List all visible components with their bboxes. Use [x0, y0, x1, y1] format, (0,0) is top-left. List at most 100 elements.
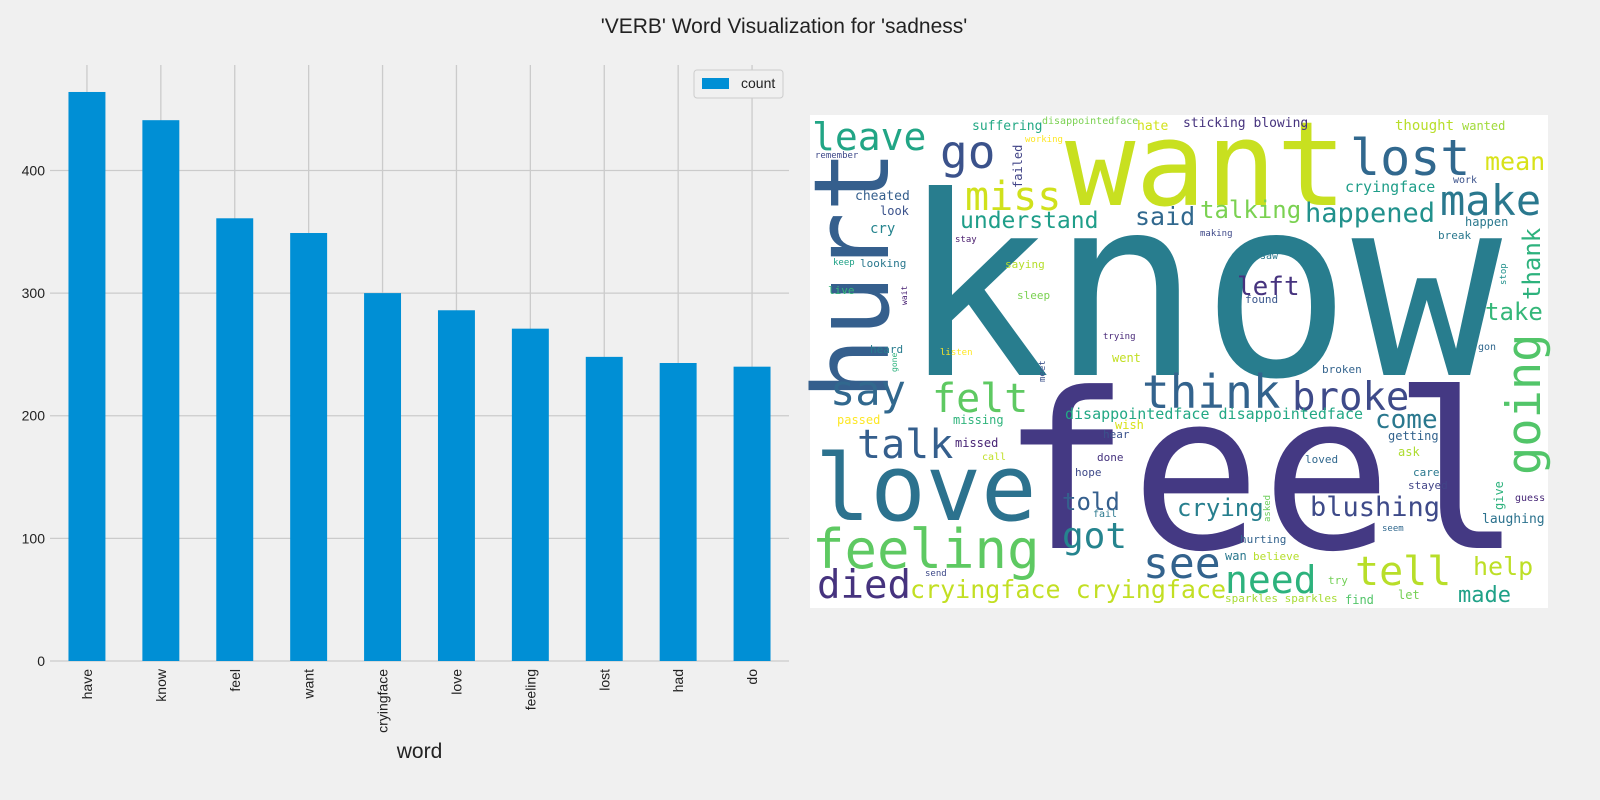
word: felt [932, 376, 1028, 422]
word: wait [900, 286, 909, 305]
x-tick-label: cryingface [375, 669, 391, 733]
word: making [1200, 229, 1233, 239]
word: find [1345, 593, 1374, 607]
word: come [1375, 405, 1438, 435]
word: keep [833, 258, 855, 268]
word: got [1062, 516, 1127, 557]
word: miss [965, 174, 1061, 220]
word: feeling [812, 518, 1040, 581]
word: going [1497, 334, 1552, 475]
word: looking [860, 257, 906, 270]
word: passed [837, 413, 880, 427]
word: hate [1137, 119, 1168, 134]
word: heard [870, 343, 903, 356]
x-tick-label: feel [227, 669, 243, 692]
word: getting [1388, 429, 1439, 443]
word: stayed [1408, 479, 1448, 492]
bar [364, 293, 402, 661]
word: guess [1515, 493, 1545, 504]
word: live [828, 284, 855, 297]
word: thank [1518, 227, 1546, 300]
word: understand [960, 208, 1098, 234]
word: happen [1465, 215, 1508, 229]
word: gone [890, 353, 899, 372]
bar [290, 233, 328, 661]
word: laughing [1482, 512, 1545, 527]
x-axis-label: word [396, 740, 443, 763]
word: saw [1260, 251, 1279, 262]
y-tick-label: 200 [22, 408, 46, 424]
bar [659, 363, 697, 661]
x-tick-label: have [79, 669, 95, 700]
word: said [1135, 202, 1195, 231]
word: broken [1322, 363, 1362, 376]
word: cryingface [1345, 178, 1435, 196]
word: talking [1200, 196, 1301, 224]
x-tick-label: love [448, 669, 464, 695]
x-tick-label: know [153, 668, 169, 702]
word: trying [1103, 332, 1136, 342]
word: gon [1478, 342, 1496, 353]
word: told [1062, 488, 1120, 516]
word: give [1492, 481, 1506, 510]
word: loved [1305, 453, 1338, 466]
word: crying [1177, 494, 1264, 522]
word: fail [1093, 509, 1117, 520]
word: take [1485, 298, 1543, 326]
x-tick-label: do [744, 669, 760, 685]
x-tick-label: had [670, 669, 686, 692]
word: look [880, 204, 910, 218]
word: work [1453, 175, 1477, 186]
word: leave [812, 115, 926, 159]
word: talk [857, 422, 953, 468]
x-tick-label: lost [596, 669, 612, 691]
word: blushing [1310, 492, 1440, 523]
word: hear [1103, 428, 1130, 441]
word: saying [1005, 258, 1045, 271]
word: know [900, 143, 1503, 434]
bar [585, 356, 623, 661]
word: stay [955, 235, 977, 245]
word: found [1245, 293, 1278, 306]
word: want [1065, 96, 1347, 233]
word: break [1438, 229, 1471, 242]
word: thought [1395, 118, 1454, 134]
word: cryingface cryingface [910, 575, 1226, 604]
x-tick-label: want [301, 669, 317, 700]
word: mean [1485, 147, 1545, 176]
word: died [817, 563, 911, 608]
word: meet [1038, 360, 1048, 382]
word: believe [1253, 550, 1299, 563]
word: try [1328, 574, 1348, 587]
word: broke [1292, 375, 1409, 420]
word: feel [1000, 348, 1523, 600]
word: listen [940, 348, 973, 358]
word: went [1112, 351, 1141, 365]
word: hurt [791, 150, 913, 400]
word: disappointedface disappointedface [1065, 405, 1363, 423]
word: lost [1350, 129, 1470, 187]
bar [68, 91, 106, 661]
word: let [1398, 588, 1420, 602]
word: failed [1011, 145, 1025, 188]
word: help [1473, 552, 1533, 581]
legend-box [693, 69, 784, 99]
figure-title: 'VERB' Word Visualization for 'sadness' [601, 15, 968, 38]
bar [733, 366, 771, 661]
word: call [982, 452, 1006, 463]
word: ask [1398, 445, 1420, 459]
word: missing [953, 413, 1004, 427]
word: think [1142, 365, 1280, 419]
word: left [1237, 272, 1300, 302]
word: hope [1075, 466, 1102, 479]
y-tick-label: 100 [22, 530, 46, 546]
word: tell [1355, 549, 1451, 595]
word: made [1458, 583, 1511, 608]
word: done [1097, 451, 1124, 464]
word: sleep [1017, 289, 1050, 302]
word: care [1413, 466, 1440, 479]
word: missed [955, 436, 998, 450]
word: see [1143, 539, 1221, 589]
